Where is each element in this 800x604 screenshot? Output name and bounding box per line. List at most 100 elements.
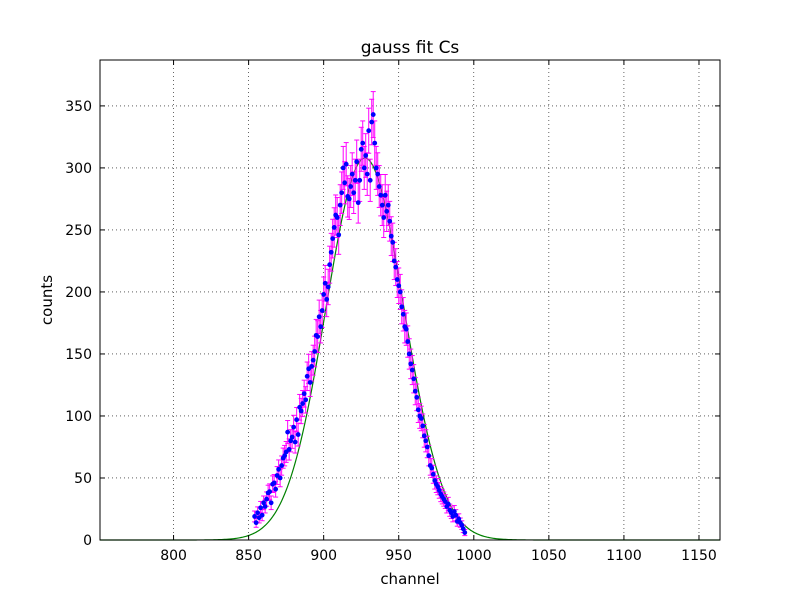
data-point <box>292 439 298 445</box>
data-point <box>432 478 438 483</box>
y-tick-label: 50 <box>74 471 92 487</box>
data-point <box>430 471 436 477</box>
data-point <box>301 391 307 397</box>
data-point <box>360 140 366 146</box>
data-point <box>396 283 402 289</box>
x-axis-label: channel <box>380 570 439 588</box>
data-point <box>319 308 325 313</box>
data-point <box>420 423 426 429</box>
data-point <box>418 416 424 421</box>
data-point <box>406 351 412 357</box>
data-point <box>262 504 268 509</box>
data-point <box>415 407 421 413</box>
data-point <box>403 326 409 332</box>
data-point <box>421 433 427 439</box>
data-point <box>424 444 430 450</box>
y-tick-label: 200 <box>65 285 92 301</box>
data-point <box>346 196 352 202</box>
data-point <box>291 424 297 430</box>
data-point <box>358 146 364 152</box>
data-point <box>312 349 318 354</box>
data-point <box>436 487 442 493</box>
data-point <box>382 192 388 198</box>
data-point <box>408 361 414 367</box>
data-point <box>411 376 417 382</box>
y-tick-label: 350 <box>65 99 92 115</box>
data-point <box>348 184 354 189</box>
data-point <box>303 397 309 403</box>
data-point <box>397 289 403 295</box>
data-point <box>409 367 415 373</box>
data-point <box>267 489 273 495</box>
data-point <box>381 215 387 220</box>
data-point <box>297 404 303 410</box>
data-point <box>277 475 283 481</box>
data-point <box>337 202 343 208</box>
data-point <box>286 447 292 452</box>
x-tick-label: 1100 <box>606 548 642 564</box>
data-point <box>412 388 418 394</box>
data-point <box>378 192 384 198</box>
data-point <box>321 292 327 297</box>
data-point <box>307 380 313 385</box>
data-point <box>325 284 331 290</box>
data-point <box>310 357 316 363</box>
data-point <box>271 480 277 486</box>
chart-title: gauss fit Cs <box>361 38 460 58</box>
x-tick-label: 1150 <box>681 548 717 564</box>
data-point <box>364 171 370 177</box>
data-point <box>342 180 348 186</box>
data-point <box>282 453 288 459</box>
x-tick-label: 800 <box>160 548 187 564</box>
data-point <box>459 522 465 528</box>
data-point <box>367 177 373 183</box>
data-point <box>379 202 385 208</box>
point-layer <box>252 112 468 535</box>
data-point <box>393 264 399 270</box>
data-point <box>288 438 294 444</box>
data-point <box>391 258 397 264</box>
data-point <box>361 165 367 171</box>
x-tick-label: 900 <box>310 548 337 564</box>
data-point <box>331 225 337 230</box>
data-point <box>336 232 342 238</box>
data-point <box>261 500 267 506</box>
y-tick-label: 100 <box>65 409 92 425</box>
data-point <box>340 165 346 171</box>
data-point <box>273 486 279 492</box>
data-point <box>385 202 391 208</box>
data-point <box>316 314 322 320</box>
data-point <box>394 277 400 282</box>
tick-layer: 800 850 900 950 1000 1050 1100 1150 0 50 100 150 200… <box>65 60 720 564</box>
y-axis-label: counts <box>38 275 56 325</box>
data-point <box>343 161 349 167</box>
data-point <box>318 324 324 330</box>
data-point <box>289 434 295 440</box>
data-point <box>429 465 435 471</box>
data-point <box>451 509 457 514</box>
data-point <box>435 484 441 490</box>
y-tick-label: 300 <box>65 161 92 177</box>
data-point <box>445 501 451 507</box>
axes-frame <box>99 59 721 541</box>
data-point <box>355 200 361 206</box>
data-point <box>285 429 291 435</box>
data-point <box>372 140 378 146</box>
x-tick-label: 1000 <box>456 548 492 564</box>
data-point <box>298 408 304 414</box>
data-point <box>330 236 336 242</box>
data-point <box>376 184 382 189</box>
data-point <box>390 239 396 245</box>
data-point <box>453 512 459 518</box>
x-tick-label: 950 <box>385 548 412 564</box>
data-point <box>334 215 340 220</box>
data-point <box>366 128 372 134</box>
data-point <box>426 453 432 459</box>
data-point <box>357 177 363 183</box>
data-point <box>324 296 330 302</box>
data-point <box>370 112 376 117</box>
data-point <box>423 438 429 444</box>
data-point <box>294 417 300 423</box>
data-point <box>300 401 306 406</box>
